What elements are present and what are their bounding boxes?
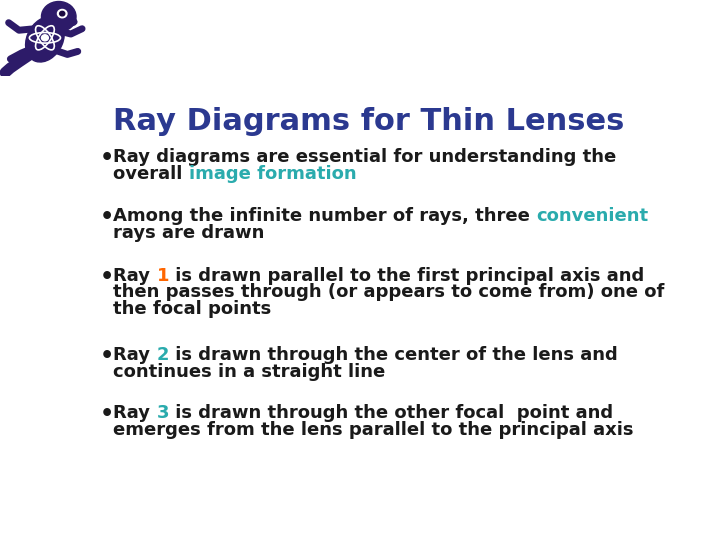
Text: emerges from the lens parallel to the principal axis: emerges from the lens parallel to the pr… <box>113 421 634 438</box>
Circle shape <box>58 10 67 18</box>
Text: 1: 1 <box>156 267 169 285</box>
Text: is drawn parallel to the first principal axis and: is drawn parallel to the first principal… <box>169 267 644 285</box>
Text: then passes through (or appears to come from) one of: then passes through (or appears to come … <box>113 284 665 301</box>
Text: overall: overall <box>113 165 189 183</box>
Text: •: • <box>99 346 114 366</box>
Text: Ray: Ray <box>113 346 156 364</box>
Ellipse shape <box>26 17 64 62</box>
Text: is drawn through the center of the lens and: is drawn through the center of the lens … <box>169 346 618 364</box>
Text: Ray Diagrams for Thin Lenses: Ray Diagrams for Thin Lenses <box>113 107 625 136</box>
Circle shape <box>60 11 65 16</box>
Circle shape <box>42 35 48 41</box>
Text: Ray: Ray <box>113 267 156 285</box>
Text: rays are drawn: rays are drawn <box>113 224 265 242</box>
Text: 2: 2 <box>156 346 169 364</box>
Text: image formation: image formation <box>189 165 356 183</box>
Text: the focal points: the focal points <box>113 300 271 319</box>
Circle shape <box>42 2 76 32</box>
Text: 3: 3 <box>156 403 169 422</box>
Text: continues in a straight line: continues in a straight line <box>113 363 385 381</box>
Text: Ray diagrams are essential for understanding the: Ray diagrams are essential for understan… <box>113 148 616 166</box>
Text: •: • <box>99 403 114 423</box>
Text: •: • <box>99 148 114 168</box>
Ellipse shape <box>61 17 77 26</box>
Text: Ray: Ray <box>113 403 156 422</box>
Text: •: • <box>99 267 114 287</box>
Text: is drawn through the other focal  point and: is drawn through the other focal point a… <box>169 403 613 422</box>
Text: Among the infinite number of rays, three: Among the infinite number of rays, three <box>113 207 536 225</box>
Text: •: • <box>99 207 114 227</box>
Text: convenient: convenient <box>536 207 649 225</box>
